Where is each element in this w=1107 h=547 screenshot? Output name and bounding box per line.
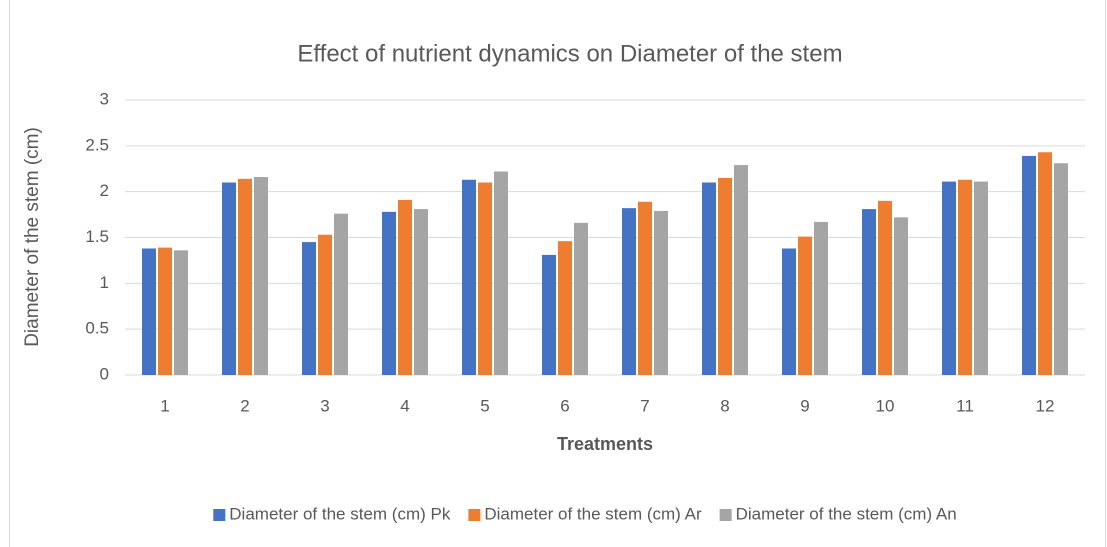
x-tick-label: 1	[160, 396, 169, 415]
bar	[222, 182, 236, 375]
bar	[894, 217, 908, 375]
y-tick-label: 0.5	[85, 319, 109, 338]
y-tick-label: 2.5	[85, 135, 109, 154]
bar	[238, 178, 252, 375]
legend-label: Diameter of the stem (cm) Pk	[229, 504, 451, 523]
bar	[174, 250, 188, 375]
legend-swatch	[213, 509, 226, 521]
bar	[478, 182, 492, 375]
bar	[302, 242, 316, 375]
x-tick-label: 2	[240, 396, 249, 415]
bar	[782, 248, 796, 375]
bar	[494, 171, 508, 375]
bar	[254, 177, 268, 375]
y-tick-label: 0	[100, 364, 109, 383]
y-tick-label: 1	[100, 273, 109, 292]
bar	[942, 181, 956, 375]
x-axis-title: Treatments	[557, 434, 653, 454]
bar	[638, 201, 652, 375]
bar	[702, 182, 716, 375]
y-tick-label: 3	[100, 89, 109, 108]
x-tick-label: 9	[800, 396, 809, 415]
bar	[542, 254, 556, 375]
bar	[558, 241, 572, 375]
y-tick-label: 2	[100, 181, 109, 200]
bar	[878, 200, 892, 375]
x-tick-label: 10	[876, 396, 895, 415]
x-tick-label: 3	[320, 396, 329, 415]
bar	[142, 248, 156, 375]
x-tick-label: 11	[956, 396, 974, 415]
bar	[958, 179, 972, 375]
legend-swatch	[468, 509, 481, 521]
y-axis-title: Diameter of the stem (cm)	[22, 127, 43, 347]
bar	[574, 222, 588, 375]
bar	[414, 209, 428, 375]
bar	[318, 234, 332, 375]
bar	[1022, 155, 1036, 375]
bar	[462, 179, 476, 375]
bar	[974, 181, 988, 375]
bar	[734, 165, 748, 375]
legend-label: Diameter of the stem (cm) Ar	[484, 504, 702, 523]
bar	[398, 199, 412, 375]
x-tick-label: 5	[480, 396, 489, 415]
bar	[798, 236, 812, 375]
y-tick-label: 1.5	[85, 227, 109, 246]
chart-title: Effect of nutrient dynamics on Diameter …	[297, 40, 842, 67]
bar	[814, 221, 828, 375]
bar	[622, 208, 636, 375]
bar	[334, 213, 348, 375]
bar	[1054, 163, 1068, 375]
bar	[382, 211, 396, 375]
x-tick-label: 12	[1036, 396, 1055, 415]
x-tick-label: 6	[560, 396, 569, 415]
bar	[654, 210, 668, 375]
bar	[718, 177, 732, 375]
legend-swatch	[719, 509, 732, 521]
bar	[1038, 152, 1052, 375]
x-tick-label: 4	[400, 396, 409, 415]
bar	[862, 209, 876, 375]
chart-frame	[9, 0, 1106, 547]
legend-label: Diameter of the stem (cm) An	[736, 504, 957, 523]
bar	[158, 247, 172, 375]
x-tick-label: 7	[640, 396, 649, 415]
x-tick-label: 8	[720, 396, 729, 415]
